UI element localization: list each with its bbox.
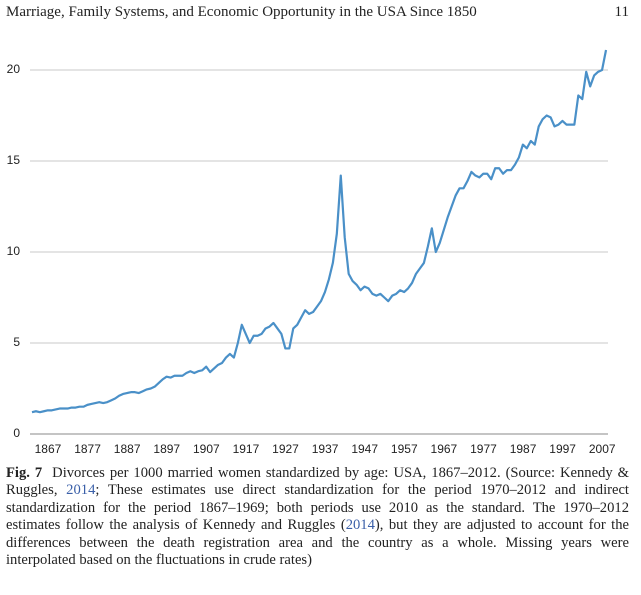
y-tick-label: 20: [7, 62, 21, 76]
y-tick-label: 5: [13, 335, 20, 349]
x-tick-label: 1947: [351, 442, 378, 456]
x-tick-label: 1897: [153, 442, 180, 456]
x-tick-label: 1997: [549, 442, 576, 456]
x-tick-label: 1937: [312, 442, 339, 456]
citation-link[interactable]: 2014: [345, 517, 375, 534]
x-tick-label: 1907: [193, 442, 220, 456]
x-tick-label: 1967: [431, 442, 458, 456]
y-tick-label: 0: [13, 426, 20, 440]
x-tick-label: 1987: [510, 442, 537, 456]
x-tick-label: 1957: [391, 442, 418, 456]
x-tick-label: 1887: [114, 442, 141, 456]
x-tick-label: 1927: [272, 442, 299, 456]
caption-text: ; These estimates use direct standardiza…: [6, 482, 629, 534]
x-tick-label: 1867: [35, 442, 62, 456]
data-line: [31, 49, 608, 414]
citation-link[interactable]: 2014: [66, 482, 96, 499]
x-tick-label: 2007: [589, 442, 616, 456]
figure-label: Fig. 7: [6, 465, 43, 481]
caption: Fig. 7 Divorces per 1000 married women s…: [6, 465, 629, 569]
x-tick-label: 1917: [233, 442, 260, 456]
caption-text: ), but they are adjusted to account for …: [6, 517, 630, 569]
x-tick-label: 1977: [470, 442, 497, 456]
running-title: Marriage, Family Systems, and Economic O…: [6, 4, 477, 20]
x-tick-label: 1877: [74, 442, 101, 456]
caption-text: Divorces per 1000 married women standard…: [6, 465, 629, 499]
y-tick-label: 15: [7, 153, 21, 167]
page-number: 11: [614, 4, 629, 20]
y-tick-label: 10: [7, 244, 21, 258]
chart: 0 5 10 15 20 1867 1877 1887 1897 1907 1917 1927 1937…: [7, 49, 616, 456]
